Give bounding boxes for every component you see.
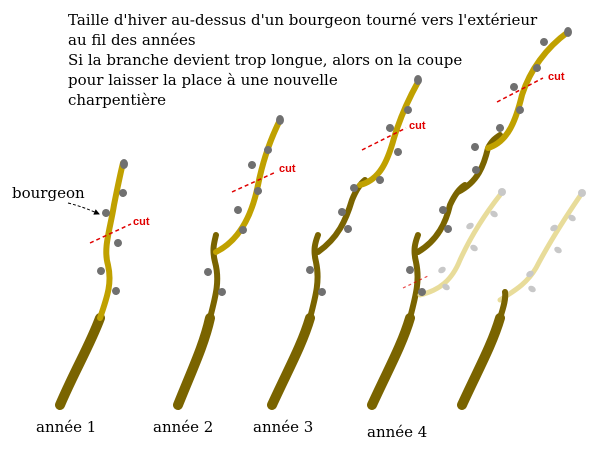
buds <box>97 159 128 295</box>
future-shoot <box>497 193 583 303</box>
future-bud <box>498 188 506 196</box>
future-bud <box>470 244 478 252</box>
title-line-3: Si la branche devient trop longue, alors… <box>68 51 462 69</box>
tree-year-3: cut année 3 <box>253 75 426 436</box>
future-bud <box>438 266 446 274</box>
bud <box>112 287 121 295</box>
bud-arrow <box>67 202 100 215</box>
bud <box>306 266 314 274</box>
bud <box>444 225 452 233</box>
cut-label: cut <box>409 120 426 132</box>
bud <box>471 142 479 151</box>
bud <box>248 161 256 169</box>
title-line-2: au fil des années <box>68 31 196 49</box>
bud <box>350 184 358 192</box>
shoot-new-wood <box>485 29 571 151</box>
shoot-new-wood <box>97 160 126 321</box>
trunk-old-wood <box>173 313 215 410</box>
branch-old-wood <box>307 232 321 321</box>
cut-label: cut <box>548 71 565 83</box>
cut-line <box>231 171 277 193</box>
future-bud <box>554 246 562 254</box>
bud <box>239 226 247 234</box>
buds <box>204 115 284 296</box>
trunk-old-wood <box>367 313 415 410</box>
trunk-old-wood <box>267 313 315 410</box>
cut-label: cut <box>279 163 296 175</box>
bud <box>119 189 127 197</box>
future-shoot <box>417 192 503 298</box>
future-buds <box>438 188 506 291</box>
bud <box>496 124 504 132</box>
shoot-new-wood <box>357 79 421 188</box>
bud <box>276 115 284 125</box>
bud <box>564 27 572 37</box>
bud <box>344 225 352 233</box>
cut-line <box>496 77 544 103</box>
bud <box>418 288 426 296</box>
buds <box>306 75 422 296</box>
title-line-5: charpentière <box>68 91 166 109</box>
bud <box>406 266 414 274</box>
cut-line <box>361 127 407 151</box>
bud <box>516 106 524 114</box>
bud <box>472 165 480 174</box>
bud <box>102 209 110 217</box>
bud-label: bourgeon <box>12 184 85 202</box>
bud <box>318 288 326 296</box>
future-buds <box>526 189 586 293</box>
branch-old-wood <box>315 177 368 255</box>
bud <box>218 288 226 296</box>
tree-year-1: cut année 1 <box>36 159 150 436</box>
bud <box>404 106 412 114</box>
future-bud <box>550 224 558 232</box>
title-block: Taille d'hiver au-dessus d'un bourgeon t… <box>68 11 538 109</box>
bud <box>97 267 105 275</box>
tree-result <box>457 189 586 410</box>
bud <box>439 206 447 214</box>
bud <box>264 146 272 154</box>
bud <box>120 159 128 169</box>
branch-old-wood <box>407 232 421 321</box>
bud <box>113 239 122 247</box>
future-bud <box>526 270 534 278</box>
future-bud <box>490 210 498 218</box>
bud <box>376 176 384 184</box>
cut-line <box>89 223 132 244</box>
buds <box>406 27 572 296</box>
bud <box>234 206 242 214</box>
future-bud <box>528 285 536 293</box>
shoot-new-wood <box>213 117 283 255</box>
bud <box>254 187 262 195</box>
future-bud <box>442 283 450 291</box>
bud <box>533 64 541 72</box>
bud <box>510 83 518 91</box>
bud <box>540 38 548 46</box>
bud <box>414 75 422 85</box>
bud <box>204 268 212 276</box>
title-line-4: pour laisser la place à une nouvelle <box>68 71 338 89</box>
year-label-2: année 2 <box>153 418 213 436</box>
year-label-4: année 4 <box>367 423 427 441</box>
branch-old-wood <box>497 289 509 321</box>
year-label-3: année 3 <box>253 418 313 436</box>
bud <box>386 124 394 132</box>
bud <box>394 148 402 156</box>
cut-line <box>402 275 429 289</box>
future-bud <box>578 189 586 197</box>
year-label-1: année 1 <box>36 418 96 436</box>
trunk-old-wood <box>457 313 505 410</box>
future-bud <box>568 214 576 222</box>
branch-old-wood <box>415 182 468 255</box>
title-line-1: Taille d'hiver au-dessus d'un bourgeon t… <box>68 11 538 29</box>
tree-year-4: cut année 4 <box>367 27 572 441</box>
branch-old-wood <box>207 232 221 321</box>
future-bud <box>466 222 474 230</box>
tree-year-2: cut année 2 <box>153 115 296 436</box>
cut-label: cut <box>133 216 150 228</box>
bud <box>338 208 346 216</box>
trunk-old-wood <box>55 313 105 410</box>
